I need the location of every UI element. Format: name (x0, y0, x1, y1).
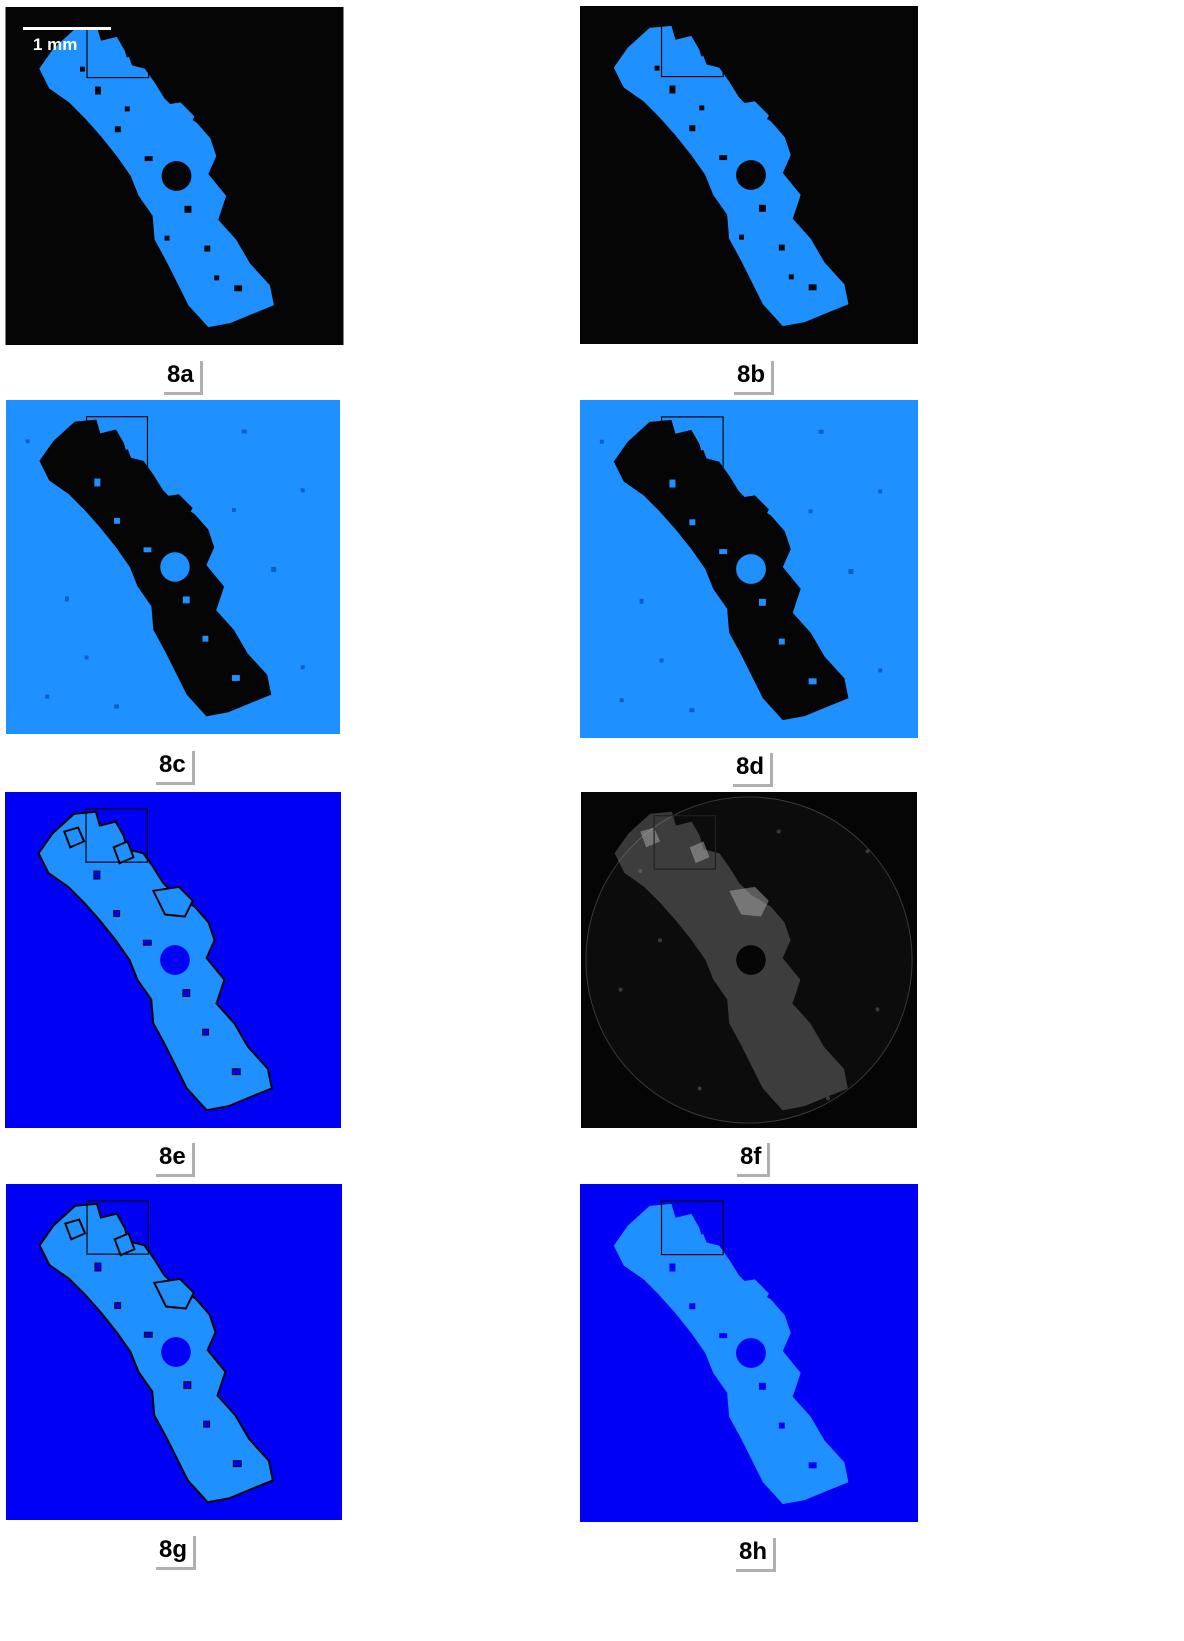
panel-8g-image (4, 1184, 344, 1520)
panel-8h-caption: 8h (733, 1535, 774, 1569)
panel-8d-caption: 8d (730, 750, 771, 784)
panel-8e-image (4, 792, 342, 1128)
panel-8b-caption: 8b (731, 358, 772, 392)
scale-bar (23, 27, 111, 30)
panel-8f-image (580, 792, 918, 1128)
panel-8f-zoom-inset (951, 792, 1128, 957)
panel-8a-caption: 8a (161, 358, 200, 392)
panel-8g-zoom-inset (370, 1184, 547, 1349)
panel-8c-caption: 8c (153, 748, 192, 782)
panel-8g-caption: 8g (153, 1533, 194, 1567)
panel-8c-image (4, 400, 342, 734)
scale-bar-label: 1 mm (33, 35, 78, 54)
panel-8d-image (580, 400, 918, 738)
panel-8f-caption: 8f (734, 1140, 768, 1174)
panel-8h-zoom-inset (951, 1184, 1128, 1349)
panel-8c-zoom-inset (372, 400, 549, 567)
panel-8d-zoom-inset (953, 398, 1130, 565)
panel-8e-zoom-inset (372, 792, 549, 957)
panel-8b-zoom-inset (951, 7, 1128, 172)
panel-8b-image (580, 5, 918, 345)
panel-8a-image: 1 mm (5, 7, 344, 345)
panel-8a-zoom-inset (372, 7, 549, 172)
panel-8e-caption: 8e (153, 1140, 192, 1174)
panel-8h-image (580, 1184, 918, 1522)
